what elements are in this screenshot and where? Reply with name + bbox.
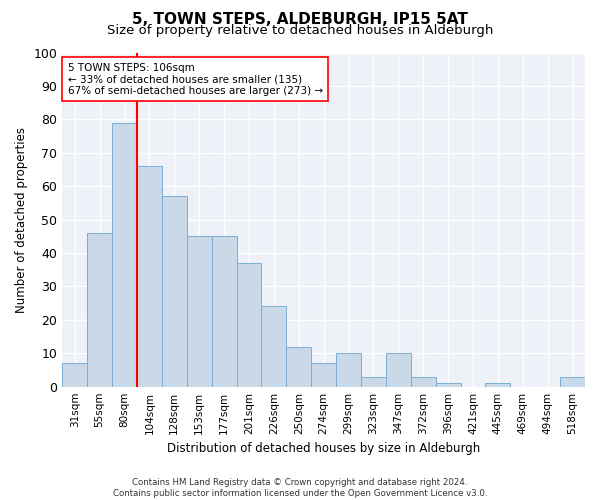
Bar — [411, 376, 436, 386]
X-axis label: Distribution of detached houses by size in Aldeburgh: Distribution of detached houses by size … — [167, 442, 480, 455]
Bar — [212, 236, 236, 386]
Bar — [336, 354, 361, 386]
Bar — [560, 376, 585, 386]
Text: Contains HM Land Registry data © Crown copyright and database right 2024.
Contai: Contains HM Land Registry data © Crown c… — [113, 478, 487, 498]
Y-axis label: Number of detached properties: Number of detached properties — [15, 126, 28, 312]
Bar — [361, 376, 386, 386]
Bar — [187, 236, 212, 386]
Bar — [311, 364, 336, 386]
Text: Size of property relative to detached houses in Aldeburgh: Size of property relative to detached ho… — [107, 24, 493, 37]
Bar — [286, 346, 311, 387]
Bar — [262, 306, 286, 386]
Text: 5 TOWN STEPS: 106sqm
← 33% of detached houses are smaller (135)
67% of semi-deta: 5 TOWN STEPS: 106sqm ← 33% of detached h… — [68, 62, 323, 96]
Bar — [137, 166, 162, 386]
Bar — [386, 354, 411, 386]
Bar — [87, 233, 112, 386]
Bar — [236, 263, 262, 386]
Bar — [62, 364, 87, 386]
Bar — [112, 122, 137, 386]
Text: 5, TOWN STEPS, ALDEBURGH, IP15 5AT: 5, TOWN STEPS, ALDEBURGH, IP15 5AT — [132, 12, 468, 28]
Bar — [436, 384, 461, 386]
Bar — [485, 384, 511, 386]
Bar — [162, 196, 187, 386]
